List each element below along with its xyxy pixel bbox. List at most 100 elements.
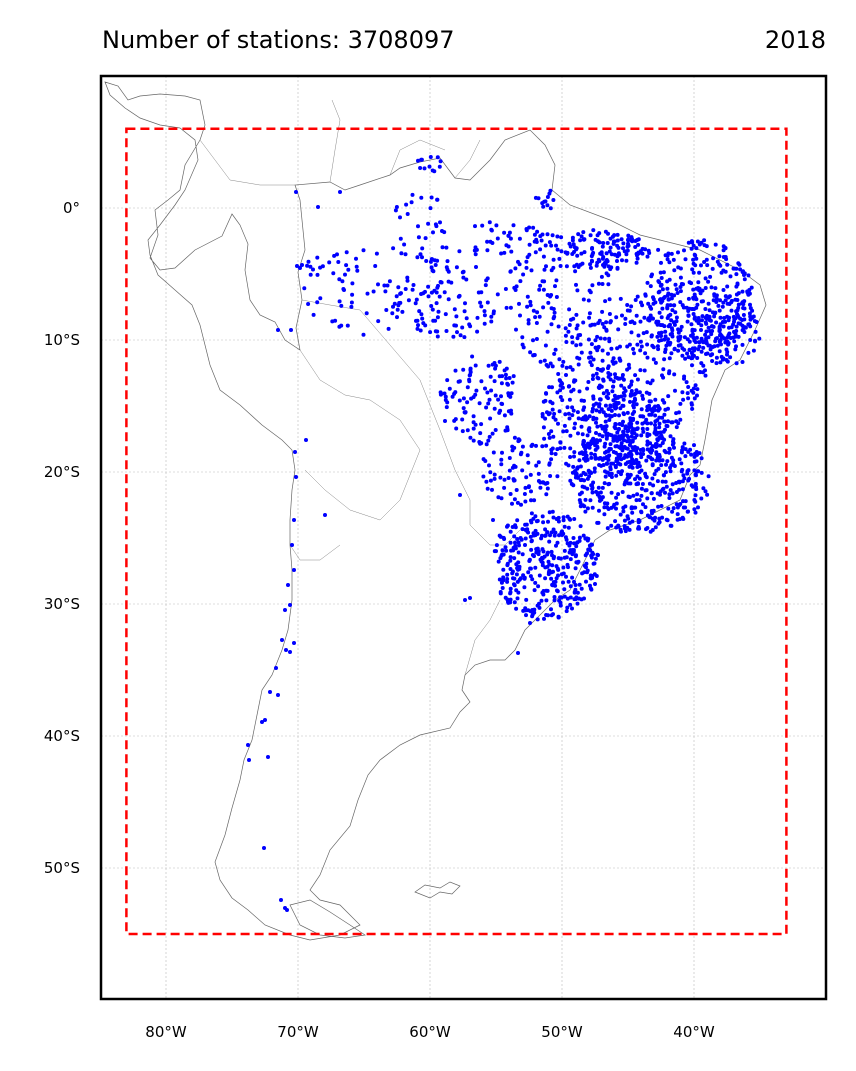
station-marker	[699, 496, 704, 501]
station-marker	[247, 758, 251, 762]
station-marker	[737, 262, 742, 267]
station-marker	[508, 269, 513, 274]
station-marker	[680, 448, 685, 453]
station-marker	[563, 250, 568, 255]
station-marker	[510, 569, 515, 574]
station-marker	[437, 164, 442, 169]
station-marker	[602, 336, 607, 341]
station-marker	[533, 315, 538, 320]
station-marker	[405, 275, 410, 280]
station-marker	[547, 461, 552, 466]
station-marker	[701, 486, 706, 491]
station-marker	[568, 602, 573, 607]
station-marker	[541, 254, 546, 259]
station-marker	[625, 439, 630, 444]
station-marker	[671, 439, 675, 444]
station-marker	[286, 583, 290, 587]
station-marker	[575, 590, 580, 595]
station-marker	[426, 221, 431, 226]
station-marker	[574, 544, 579, 549]
station-marker	[638, 368, 643, 373]
station-marker	[574, 326, 579, 331]
station-marker	[667, 297, 672, 302]
station-marker	[550, 233, 555, 238]
station-marker	[581, 320, 586, 325]
station-marker	[507, 230, 512, 235]
station-marker	[725, 284, 730, 289]
station-marker	[533, 514, 538, 519]
station-marker	[567, 384, 572, 389]
station-marker	[667, 369, 672, 374]
station-marker	[680, 353, 685, 358]
station-marker	[622, 249, 627, 254]
station-marker	[639, 455, 644, 460]
station-marker	[746, 292, 751, 297]
station-marker	[489, 228, 494, 233]
station-marker	[613, 360, 618, 365]
station-marker	[604, 258, 609, 262]
station-marker	[414, 297, 419, 302]
station-marker	[708, 318, 713, 323]
station-marker	[703, 286, 708, 290]
station-marker	[561, 565, 566, 570]
station-marker	[447, 386, 452, 391]
station-marker	[627, 425, 632, 430]
station-marker	[592, 469, 597, 474]
station-marker	[631, 459, 636, 464]
station-marker	[503, 595, 508, 600]
station-marker	[558, 264, 563, 268]
station-marker	[487, 463, 491, 468]
station-marker	[648, 381, 653, 386]
station-marker	[463, 410, 468, 415]
station-marker	[679, 282, 684, 286]
station-marker	[382, 283, 387, 288]
station-marker	[617, 422, 622, 426]
station-marker	[445, 378, 450, 383]
station-marker	[713, 286, 718, 291]
station-marker	[607, 312, 612, 316]
station-marker	[517, 236, 522, 241]
station-marker	[432, 169, 437, 174]
station-marker	[542, 358, 547, 363]
station-marker	[514, 327, 518, 332]
station-marker	[467, 377, 472, 382]
station-marker	[615, 243, 620, 248]
station-marker	[697, 370, 702, 374]
station-marker	[502, 230, 507, 235]
station-marker	[574, 246, 579, 251]
station-marker	[665, 293, 670, 298]
station-marker	[597, 456, 601, 461]
station-marker	[548, 361, 553, 366]
station-marker	[709, 332, 714, 337]
station-marker	[558, 395, 563, 399]
station-marker	[496, 559, 501, 564]
station-marker	[511, 374, 516, 379]
station-marker	[386, 326, 391, 331]
station-marker	[603, 403, 608, 408]
station-marker	[491, 518, 495, 522]
station-marker	[419, 195, 424, 200]
station-marker	[418, 252, 423, 257]
station-marker	[656, 405, 661, 410]
station-marker	[738, 267, 743, 272]
station-marker	[373, 264, 378, 268]
station-marker	[576, 416, 581, 421]
station-marker	[649, 457, 654, 462]
station-marker	[566, 579, 571, 584]
station-marker	[611, 436, 616, 441]
station-marker	[518, 313, 522, 318]
station-marker	[551, 527, 556, 532]
station-marker	[530, 577, 535, 582]
station-marker	[545, 195, 550, 199]
station-marker	[561, 580, 565, 585]
station-marker	[689, 246, 694, 251]
station-marker	[605, 241, 610, 245]
station-marker	[725, 335, 730, 340]
station-marker	[614, 473, 619, 478]
station-marker	[644, 330, 649, 335]
station-marker	[614, 435, 619, 440]
station-marker	[704, 352, 708, 356]
station-marker	[534, 547, 539, 552]
station-marker	[580, 503, 585, 508]
station-marker	[433, 222, 438, 227]
